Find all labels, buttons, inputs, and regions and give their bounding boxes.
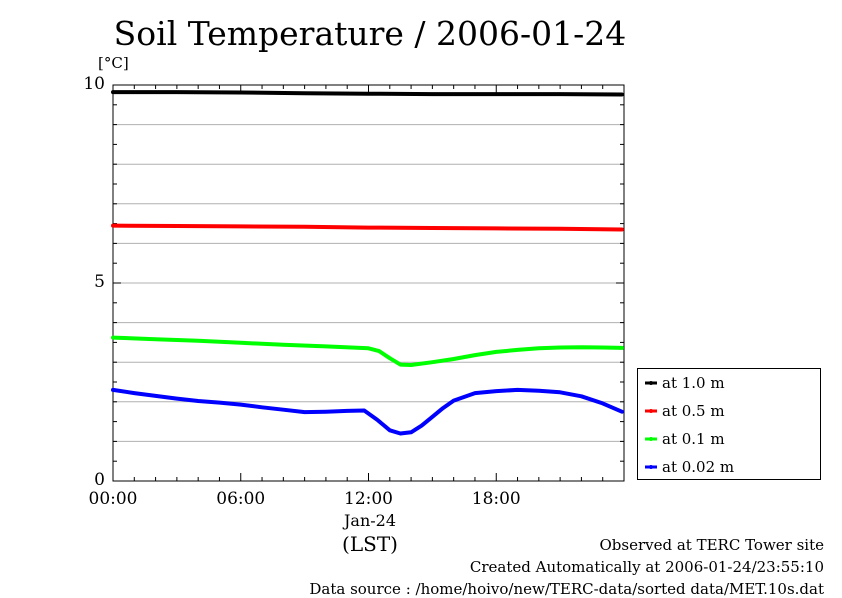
plot-frame [112,84,625,482]
legend-item: at 0.02 m [644,457,734,477]
legend-label: at 0.5 m [662,402,725,420]
chart-title: Soil Temperature / 2006-01-24 [113,14,627,53]
series-lines [111,90,624,436]
footer-source: Data source : /home/hoivo/new/TERC-data/… [309,580,824,598]
series-line-0 [111,90,624,97]
series-line-2 [111,335,624,367]
x-tick-label: 00:00 [88,489,138,509]
legend-item: at 1.0 m [644,373,725,393]
y-tick-label: 5 [94,272,105,292]
legend-swatch [645,409,657,413]
legend-label: at 0.02 m [662,458,735,476]
legend-swatch [645,381,657,385]
legend-label: at 0.1 m [662,430,725,448]
x-tick-label: 12:00 [344,489,393,509]
footer-created: Created Automatically at 2006-01-24/23:5… [469,558,824,576]
legend-item: at 0.5 m [644,401,725,421]
legend-swatch [645,465,657,469]
series-line-1 [111,223,624,232]
x-axis-date-label: Jan-24 [343,511,397,530]
x-tick-label: 18:00 [471,489,521,509]
legend-swatch [645,437,657,441]
legend-item: at 0.1 m [644,429,725,449]
legend-label: at 1.0 m [662,374,725,392]
y-tick-label: 0 [94,470,105,490]
x-tick-label: 06:00 [216,489,266,509]
grid-lines [112,84,625,482]
footer-site: Observed at TERC Tower site [599,536,824,554]
y-tick-label: 10 [83,74,105,94]
series-line-3 [111,387,624,436]
legend: at 1.0 m at 0.5 m at 0.1 m at 0.02 m [637,368,821,480]
y-axis-unit-label: [°C] [98,54,129,72]
x-axis-timezone-label: (LST) [342,532,398,556]
